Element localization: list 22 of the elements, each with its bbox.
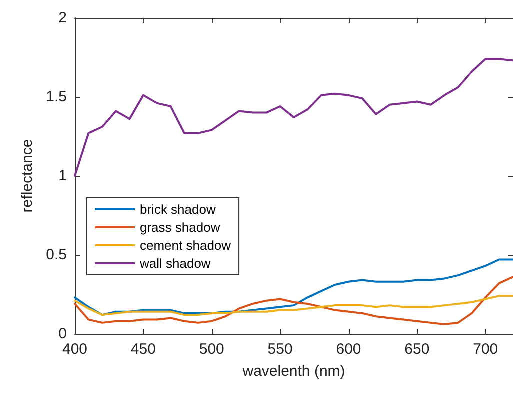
x-tick-label: 650	[404, 341, 430, 358]
x-tick-label: 700	[473, 341, 498, 358]
y-tick-label: 1.5	[46, 88, 67, 106]
legend-label: brick shadow	[140, 202, 216, 217]
y-tick-label: 0	[58, 326, 67, 342]
x-tick-label: 500	[199, 341, 224, 358]
line-series	[74, 258, 513, 316]
y-axis-title: reflectance	[19, 139, 36, 213]
line-series	[74, 295, 513, 316]
legend-label: cement shadow	[140, 238, 232, 253]
y-tick-label: 2	[58, 10, 67, 26]
x-axis-title: wavelenth (nm)	[242, 363, 346, 380]
legend-label: grass shadow	[140, 220, 221, 235]
y-tick-label: 1	[58, 168, 67, 184]
line-series	[74, 58, 513, 177]
x-tick-label: 550	[268, 341, 293, 358]
x-tick-label: 600	[336, 341, 362, 358]
x-tick-label: 400	[62, 341, 88, 358]
y-tick-label: 0.5	[46, 246, 67, 264]
line-series	[74, 276, 513, 326]
x-tick-label: 450	[130, 341, 156, 358]
legend-label: wall shadow	[139, 256, 212, 271]
